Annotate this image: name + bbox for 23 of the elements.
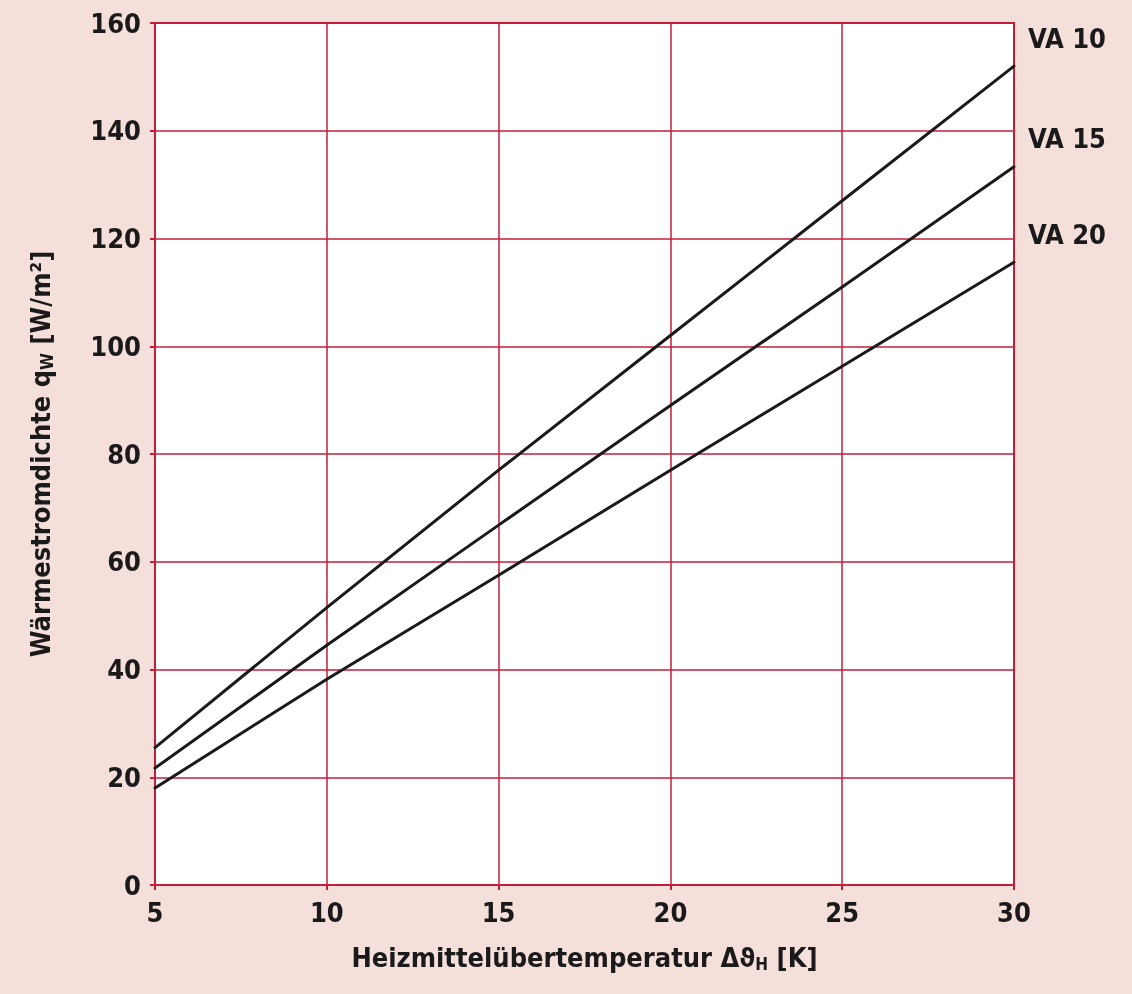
- x-tick-label: 20: [653, 897, 688, 928]
- line-series: [153, 260, 1016, 790]
- y-tick-label: 80: [107, 438, 141, 470]
- line-series: [153, 64, 1016, 750]
- series-label: VA 10: [1028, 22, 1107, 54]
- y-tick-label: 0: [124, 869, 141, 901]
- x-tick-label: 15: [481, 897, 516, 928]
- y-tick-label: 40: [107, 654, 141, 685]
- y-tick-label: 160: [90, 7, 141, 39]
- y-tick-label: 100: [90, 330, 141, 362]
- x-tick-label: 30: [997, 897, 1031, 928]
- series-label: VA 15: [1028, 123, 1107, 155]
- line-series: [153, 165, 1016, 770]
- x-axis-title: Heizmittelübertemperatur ΔϑH [K]: [351, 942, 818, 974]
- x-tick-label: 5: [146, 897, 164, 928]
- x-tick-label: 10: [309, 897, 344, 928]
- y-axis-title: Wärmestromdichte qW [W/m²]: [25, 250, 57, 658]
- y-tick-label: 60: [107, 546, 141, 578]
- y-tick-label: 140: [90, 115, 141, 147]
- y-tick-label: 120: [90, 223, 141, 254]
- series-label: VA 20: [1028, 218, 1107, 250]
- y-tick-label: 20: [107, 761, 141, 793]
- x-tick-label: 25: [825, 897, 860, 928]
